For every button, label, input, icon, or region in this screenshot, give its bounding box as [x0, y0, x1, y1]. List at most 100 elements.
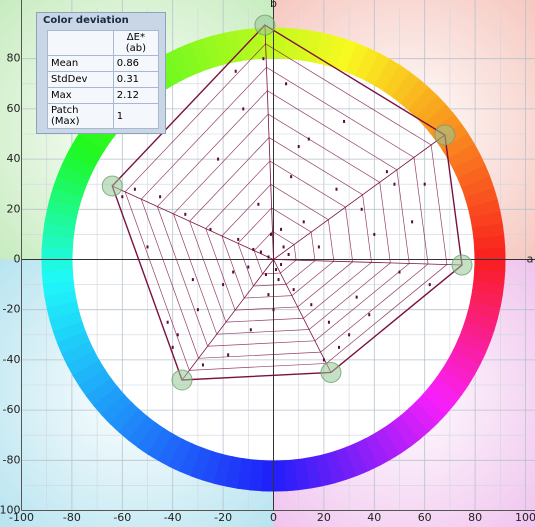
hue-ring-segment: [472, 278, 505, 296]
web-ring: [221, 184, 335, 299]
x-tick-label: 0: [270, 511, 277, 524]
sample-point: [234, 69, 237, 73]
hue-ring-segment: [273, 460, 288, 492]
hue-ring-segment: [109, 401, 141, 434]
primary-marker: [254, 14, 276, 36]
table-header: ΔE*(ab): [47, 30, 160, 56]
sample-point: [222, 283, 225, 287]
x-tick-label: -60: [113, 511, 131, 524]
sample-point: [343, 119, 346, 123]
hue-ring-segment: [325, 450, 348, 484]
x-tick-label: -80: [63, 511, 81, 524]
hue-ring-segment: [282, 27, 298, 60]
sample-point: [269, 232, 272, 236]
x-tick-label: 60: [418, 511, 432, 524]
sample-point: [285, 82, 288, 86]
sample-point: [267, 255, 270, 259]
hue-ring-segment: [323, 34, 346, 69]
hue-ring-segment: [452, 339, 487, 365]
hue-ring-segment: [457, 329, 491, 354]
hue-ring-segment: [201, 450, 224, 485]
y-tick-label: -100: [0, 504, 21, 517]
sample-point: [209, 227, 212, 231]
hue-ring-segment: [467, 197, 501, 218]
x-tick-label: -40: [164, 511, 182, 524]
sample-point: [191, 278, 194, 282]
hue-ring-segment: [137, 422, 166, 456]
web-ring: [189, 137, 372, 323]
sample-point: [423, 182, 426, 186]
table-row: Patch (Max) 1: [47, 103, 160, 129]
sample-point: [282, 245, 285, 249]
sample-point: [348, 333, 351, 337]
hue-ring-segment: [400, 407, 431, 440]
hue-ring-segment: [61, 341, 96, 367]
hue-ring-segment: [447, 349, 482, 376]
sample-point: [262, 57, 265, 61]
sample-point: [146, 245, 149, 249]
sample-point: [237, 237, 240, 241]
sample-point: [264, 273, 267, 277]
hue-ring-segment: [333, 38, 357, 72]
web-spoke: [264, 25, 274, 260]
hue-ring-segment: [177, 42, 202, 77]
hue-ring-segment: [442, 358, 476, 386]
sample-point: [232, 270, 235, 274]
hue-ring-segment: [469, 209, 503, 229]
hue-ring-segment: [101, 394, 133, 425]
sample-point: [257, 202, 260, 206]
sample-point: [368, 313, 371, 317]
web-spoke: [112, 185, 274, 260]
sample-point: [247, 265, 250, 269]
hue-ring-segment: [304, 455, 324, 489]
hue-ring-segment: [85, 377, 119, 408]
web-spoke: [181, 259, 274, 381]
hue-ring-segment: [408, 400, 439, 432]
sample-point: [297, 145, 300, 149]
hue-ring-segment: [461, 319, 495, 343]
hue-ring-segment: [429, 376, 463, 406]
header-cell: ΔE*(ab): [112, 30, 160, 56]
hue-ring-segment: [364, 432, 392, 467]
panel-title: Color deviation: [43, 15, 129, 26]
table-row: Mean 0.86: [47, 55, 160, 72]
hue-ring-segment: [188, 38, 212, 73]
table-cell: 0.86: [112, 55, 160, 72]
sample-point: [310, 303, 313, 307]
sample-point: [385, 170, 388, 174]
primary-marker: [434, 124, 456, 146]
sample-point: [428, 283, 431, 287]
hue-ring-segment: [292, 28, 310, 62]
hue-ring-segment: [464, 309, 499, 332]
hue-ring-segment: [456, 163, 491, 188]
hue-ring-segment: [441, 131, 475, 159]
hue-ring-segment: [372, 57, 400, 91]
hue-ring-segment: [355, 437, 381, 472]
sample-point: [227, 353, 230, 357]
sample-point: [335, 187, 338, 191]
sample-point: [259, 250, 262, 254]
sample-point: [292, 288, 295, 292]
sample-point: [184, 212, 187, 216]
sample-point: [272, 308, 275, 312]
header-cell: [47, 30, 114, 56]
hue-ring-segment: [157, 433, 184, 468]
primary-marker: [320, 361, 342, 383]
sample-point: [176, 333, 179, 337]
sample-point: [338, 345, 341, 349]
hue-ring-segment: [179, 443, 204, 477]
x-axis-label: a: [527, 253, 534, 266]
y-tick-label: 40: [7, 152, 21, 165]
sample-point: [242, 107, 245, 111]
sample-point: [393, 182, 396, 186]
hue-ring-segment: [343, 42, 368, 76]
web-ring: [205, 160, 354, 311]
x-tick-label: -100: [9, 511, 34, 524]
y-tick-label: -80: [3, 453, 21, 466]
sample-point: [290, 175, 293, 179]
y-tick-label: -20: [3, 303, 21, 316]
y-tick-label: 80: [7, 52, 21, 65]
x-tick-label: 80: [468, 511, 482, 524]
sample-point: [327, 320, 330, 324]
